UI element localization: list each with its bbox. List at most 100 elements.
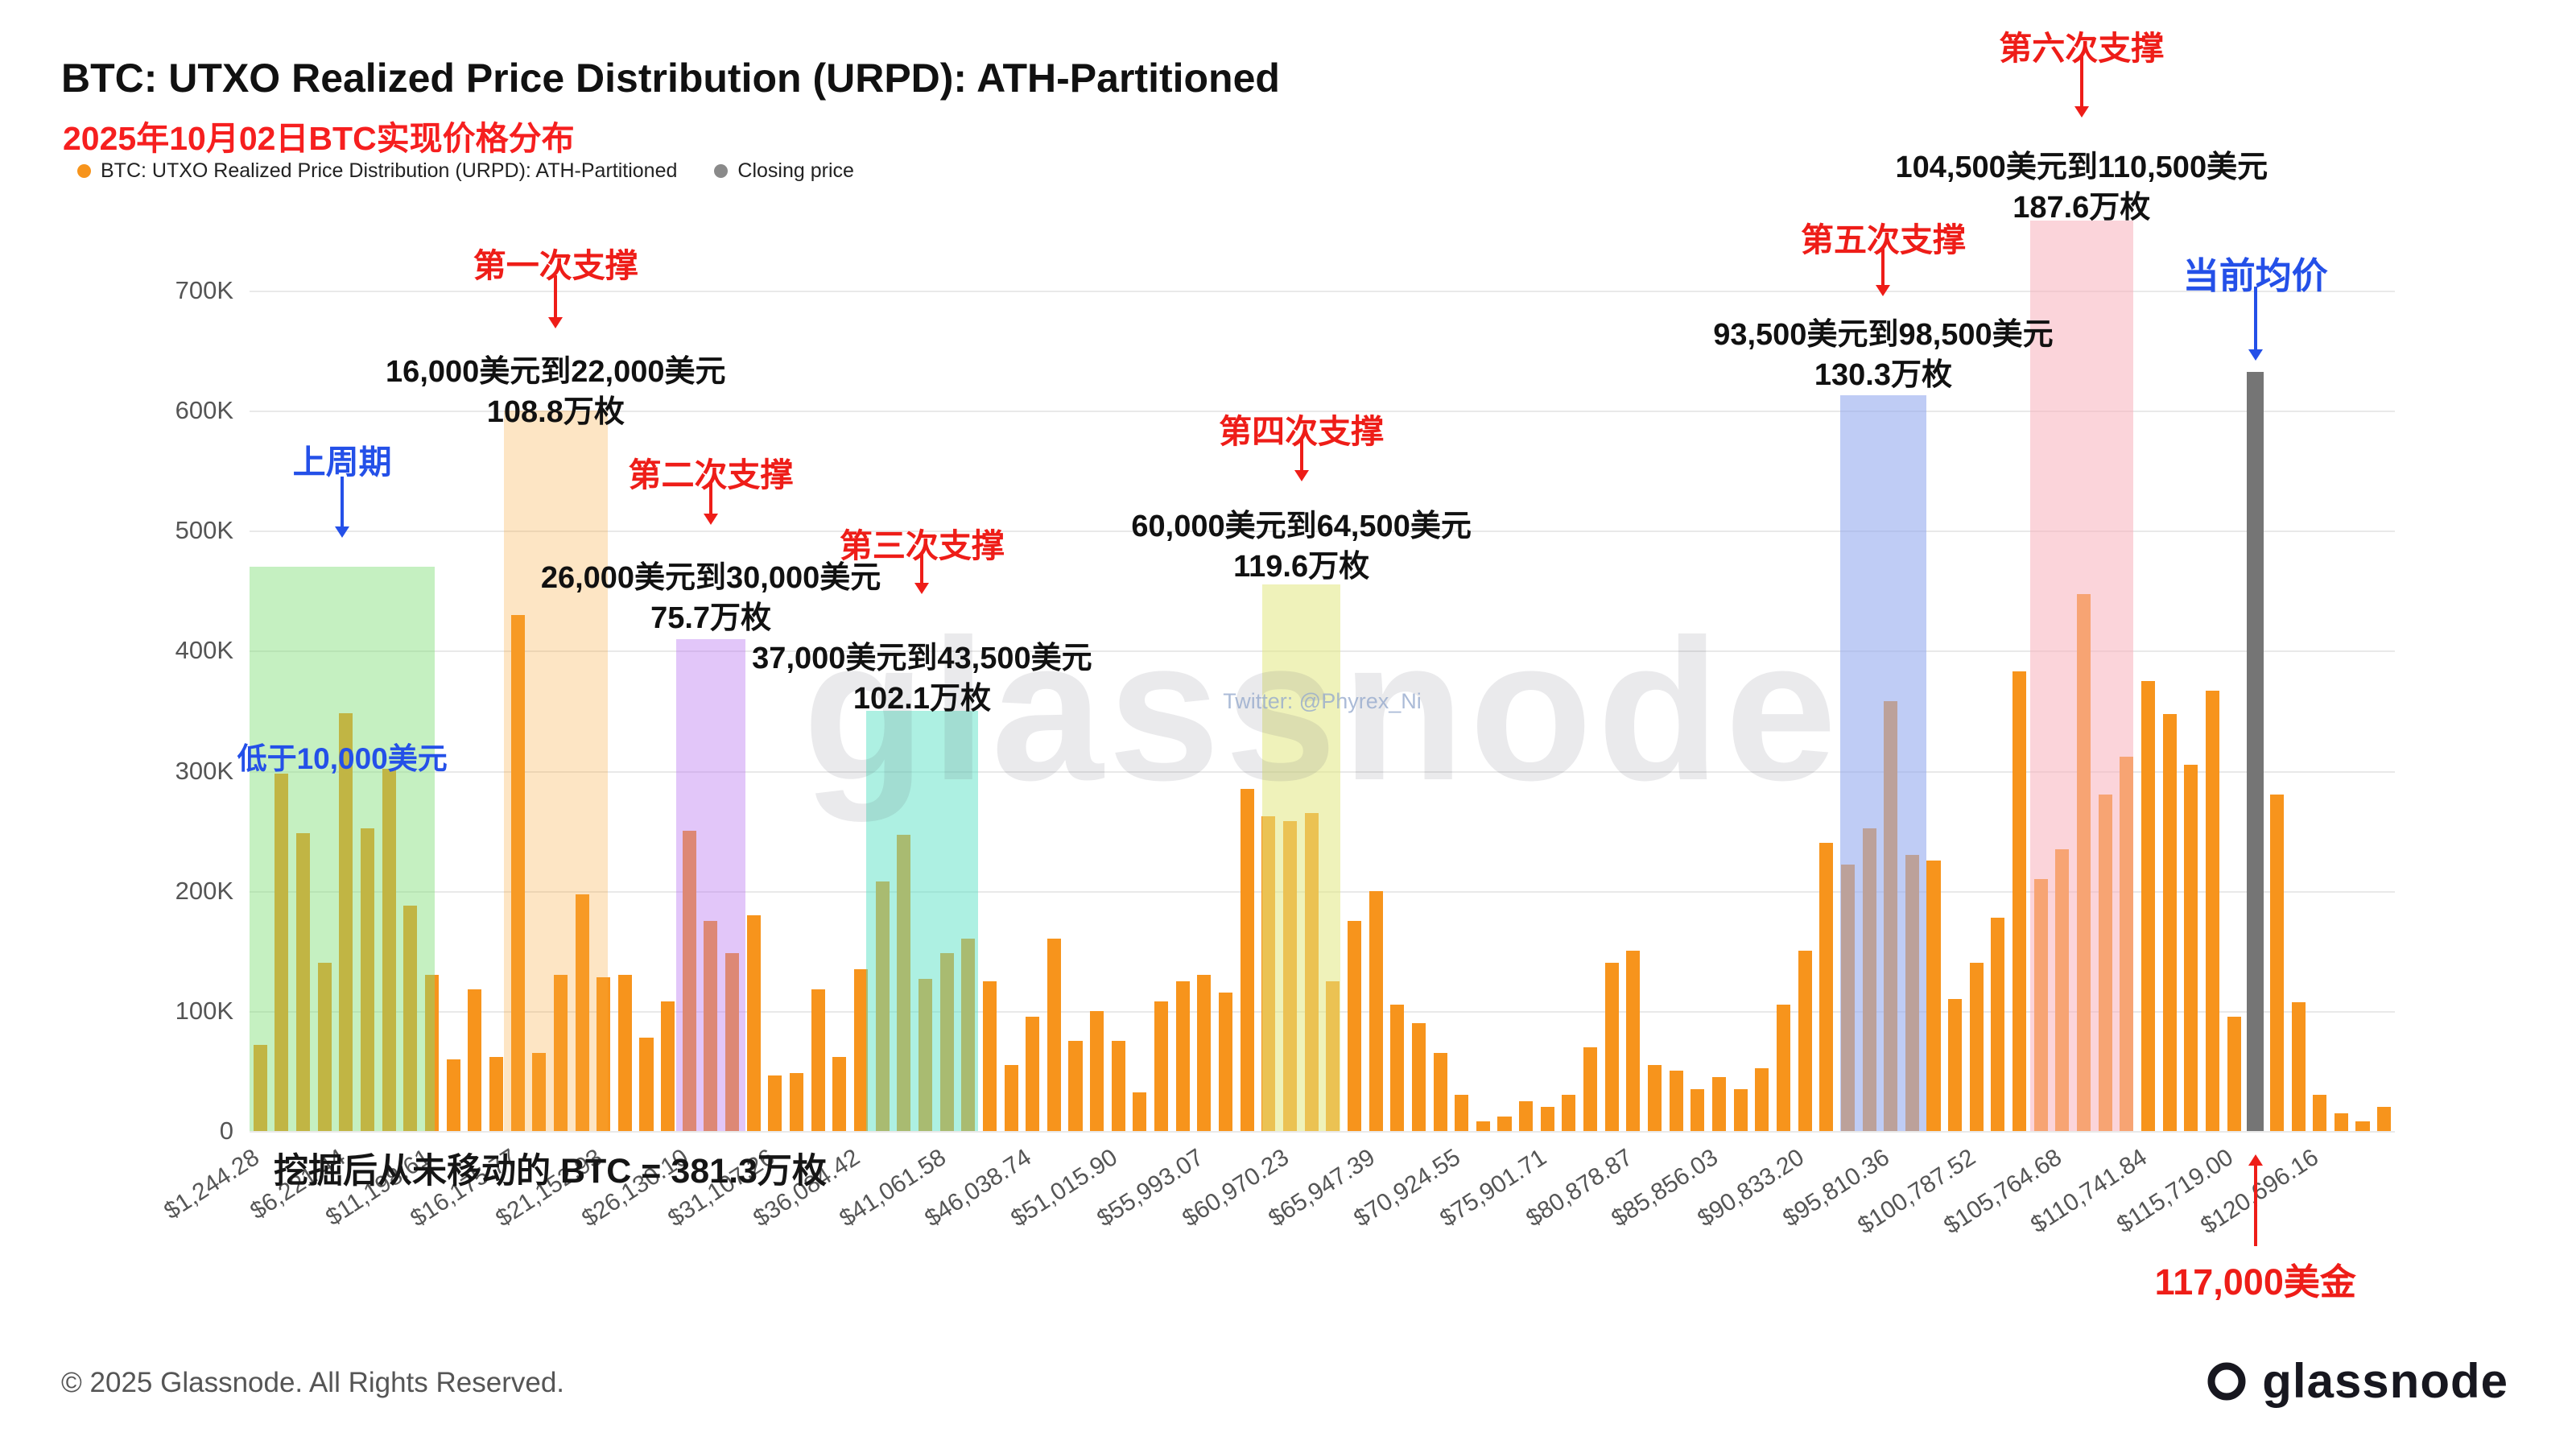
current-price-value-label: 117,000美金 xyxy=(2154,1261,2356,1302)
region-range-text-support-4: 60,000美元到64,500美元 xyxy=(1131,510,1472,543)
chart-legend: BTC: UTXO Realized Price Distribution (U… xyxy=(77,159,854,183)
urpd-bar xyxy=(339,712,353,1131)
urpd-bar xyxy=(1991,917,2005,1131)
gridline-500K xyxy=(250,530,2395,533)
urpd-bar xyxy=(1026,1017,1040,1131)
urpd-bar xyxy=(1648,1064,1662,1131)
urpd-bar xyxy=(1969,963,1984,1131)
urpd-bar xyxy=(982,980,997,1131)
urpd-bar xyxy=(2377,1107,2392,1131)
closing-price-bar xyxy=(2247,372,2264,1131)
urpd-bar xyxy=(2355,1121,2370,1131)
urpd-bar xyxy=(361,828,375,1131)
region-inner-label-prev-cycle: 低于10,000美元 xyxy=(237,742,448,775)
page-subtitle: 2025年10月02日BTC实现价格分布 xyxy=(63,120,575,157)
highlight-region-support-2 xyxy=(676,638,745,1131)
urpd-bar xyxy=(2269,795,2284,1131)
urpd-bar xyxy=(661,1001,675,1131)
urpd-bar xyxy=(1368,890,1383,1131)
urpd-bar xyxy=(1604,963,1619,1131)
region-range-text-support-1: 16,000美元到22,000美元 xyxy=(386,355,726,389)
glassnode-logo-text: glassnode xyxy=(2262,1354,2508,1408)
urpd-bar xyxy=(296,833,311,1131)
urpd-bar xyxy=(1798,951,1812,1131)
y-axis-label: 700K xyxy=(175,276,233,304)
urpd-bar xyxy=(1776,1005,1790,1131)
urpd-bar xyxy=(1433,1053,1447,1131)
urpd-bar xyxy=(424,975,440,1131)
urpd-bar xyxy=(811,989,825,1131)
urpd-bar xyxy=(1690,1088,1705,1131)
urpd-bar xyxy=(1133,1092,1147,1131)
urpd-bar xyxy=(2162,714,2177,1131)
urpd-bar xyxy=(639,1037,654,1131)
urpd-bar xyxy=(1540,1107,1554,1131)
urpd-bar xyxy=(1240,788,1254,1131)
legend-label: BTC: UTXO Realized Price Distribution (U… xyxy=(101,159,678,182)
urpd-bar xyxy=(532,1053,547,1131)
annotation-arrow-head xyxy=(2248,349,2263,361)
urpd-bar xyxy=(2227,1017,2241,1131)
glassnode-watermark: glassnode xyxy=(803,597,1842,822)
page-title: BTC: UTXO Realized Price Distribution (U… xyxy=(61,56,1280,101)
urpd-bar xyxy=(617,975,632,1131)
legend-item-1[interactable]: Closing price xyxy=(714,159,854,183)
copyright-text: © 2025 Glassnode. All Rights Reserved. xyxy=(61,1367,565,1398)
region-label-prev-cycle: 上周期 xyxy=(292,444,392,481)
urpd-bar xyxy=(1948,998,1963,1131)
region-amount-text-support-1: 108.8万枚 xyxy=(486,395,625,429)
urpd-bar xyxy=(275,773,289,1131)
gridline-700K xyxy=(250,291,2395,292)
annotation-arrow-head xyxy=(704,514,719,525)
region-amount-text-support-2: 75.7万枚 xyxy=(650,601,772,635)
legend-dot xyxy=(714,164,729,178)
urpd-bar xyxy=(1669,1071,1683,1131)
urpd-bar xyxy=(1219,993,1233,1131)
highlight-region-support-1 xyxy=(504,411,608,1131)
urpd-bar xyxy=(446,1059,460,1131)
annotation-arrow xyxy=(1881,246,1885,287)
urpd-bar xyxy=(317,963,332,1131)
annotation-arrow xyxy=(2079,56,2083,108)
urpd-bar xyxy=(1390,1005,1405,1131)
urpd-bar xyxy=(1819,843,1834,1131)
urpd-bar xyxy=(682,831,696,1131)
y-axis-label: 200K xyxy=(175,876,233,905)
urpd-bar xyxy=(553,975,568,1131)
urpd-bar xyxy=(1068,1041,1083,1131)
highlight-region-support-6 xyxy=(2029,221,2133,1131)
urpd-bar xyxy=(1926,861,1941,1131)
urpd-bar xyxy=(1733,1088,1748,1131)
annotation-arrow xyxy=(341,477,345,528)
urpd-bar xyxy=(468,989,482,1131)
annotation-arrow xyxy=(920,552,924,584)
urpd-bar xyxy=(853,968,869,1131)
annotation-arrow-head xyxy=(1294,470,1309,481)
urpd-bar xyxy=(790,1073,804,1131)
urpd-bar xyxy=(1197,975,1212,1131)
urpd-bar xyxy=(382,768,396,1131)
urpd-bar xyxy=(1175,980,1190,1131)
urpd-bar xyxy=(253,1044,267,1131)
urpd-bar xyxy=(1090,1010,1104,1131)
urpd-bar xyxy=(1711,1076,1727,1131)
x-axis-label: $1,244.28 xyxy=(159,1144,264,1225)
annotation-arrow-head xyxy=(548,317,564,328)
region-amount-text-support-4: 119.6万枚 xyxy=(1233,550,1370,584)
gridline-0 xyxy=(250,1131,2395,1133)
y-axis-label: 400K xyxy=(175,636,233,665)
annotation-arrow xyxy=(554,275,558,319)
urpd-bar xyxy=(768,1075,782,1131)
urpd-bar xyxy=(2291,1002,2306,1131)
annotation-arrow xyxy=(2253,1164,2257,1246)
annotation-arrow xyxy=(2253,287,2257,351)
legend-item-0[interactable]: BTC: UTXO Realized Price Distribution (U… xyxy=(77,159,677,183)
annotation-arrow xyxy=(1299,438,1303,472)
glassnode-logo: glassnode xyxy=(2204,1353,2508,1409)
urpd-bar xyxy=(2013,671,2027,1131)
annotation-arrow-head xyxy=(2248,1154,2263,1166)
annotation-arrow xyxy=(709,483,713,515)
region-range-text-support-2: 26,000美元到30,000美元 xyxy=(540,561,881,595)
urpd-bar xyxy=(2184,765,2198,1131)
